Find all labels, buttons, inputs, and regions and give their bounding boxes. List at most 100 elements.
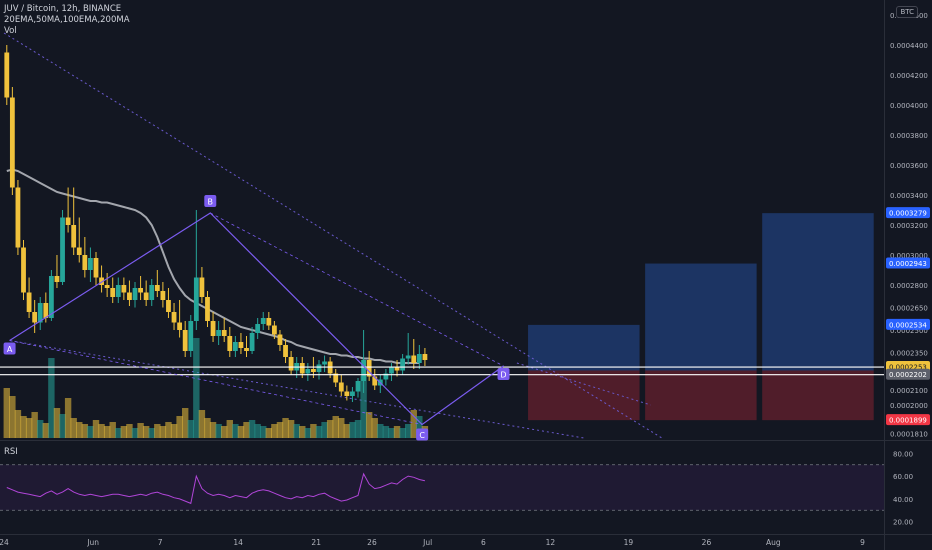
candle[interactable]: [288, 357, 294, 371]
candle[interactable]: [76, 247, 82, 256]
candle[interactable]: [338, 382, 344, 392]
candle[interactable]: [127, 292, 132, 301]
pattern-point-b[interactable]: [204, 195, 217, 207]
candle[interactable]: [154, 285, 160, 291]
candle[interactable]: [232, 342, 238, 351]
currency-badge[interactable]: BTC: [896, 6, 918, 18]
candle[interactable]: [104, 285, 110, 288]
candle[interactable]: [355, 381, 361, 392]
candle[interactable]: [182, 330, 188, 351]
candle[interactable]: [372, 376, 378, 386]
abcd-pattern-line[interactable]: [9, 212, 504, 426]
candle[interactable]: [416, 354, 422, 363]
candle[interactable]: [4, 52, 10, 98]
candle[interactable]: [88, 258, 93, 270]
candle[interactable]: [65, 217, 71, 226]
candle[interactable]: [333, 373, 339, 383]
target-box[interactable]: [528, 324, 640, 371]
candle[interactable]: [121, 285, 127, 293]
candle[interactable]: [132, 288, 138, 300]
candle[interactable]: [110, 288, 116, 297]
candle[interactable]: [389, 367, 394, 374]
candle[interactable]: [350, 391, 355, 397]
candle[interactable]: [400, 358, 406, 371]
pattern-point-d[interactable]: [497, 368, 510, 380]
candle[interactable]: [366, 360, 372, 377]
candle[interactable]: [48, 276, 54, 318]
candle[interactable]: [160, 291, 166, 300]
candle[interactable]: [138, 288, 143, 293]
price-label-badge[interactable]: [886, 318, 930, 330]
candle[interactable]: [93, 258, 99, 278]
price-label-badge[interactable]: [886, 207, 930, 219]
candle[interactable]: [54, 276, 60, 282]
candle[interactable]: [166, 300, 171, 312]
candle[interactable]: [37, 303, 43, 323]
candle[interactable]: [266, 318, 272, 326]
candle[interactable]: [210, 321, 216, 336]
price-label-badge[interactable]: [886, 414, 930, 426]
candle[interactable]: [15, 187, 21, 248]
candle[interactable]: [249, 333, 255, 351]
rsi-line[interactable]: [6, 472, 426, 505]
candle[interactable]: [277, 334, 283, 346]
candle[interactable]: [149, 285, 155, 300]
candle[interactable]: [422, 354, 428, 360]
candle[interactable]: [32, 312, 38, 323]
candle[interactable]: [115, 285, 121, 297]
projection-line[interactable]: [516, 362, 651, 406]
candle[interactable]: [238, 342, 244, 348]
candle[interactable]: [171, 312, 177, 323]
candle[interactable]: [177, 322, 183, 331]
stop-box[interactable]: [528, 370, 640, 421]
candle[interactable]: [316, 364, 322, 373]
candle[interactable]: [283, 345, 288, 357]
target-box[interactable]: [762, 213, 874, 371]
volume-bar: [304, 428, 312, 438]
candle[interactable]: [227, 336, 233, 351]
candle[interactable]: [82, 255, 88, 270]
candle[interactable]: [260, 318, 266, 324]
rsi-legend[interactable]: RSI: [4, 447, 18, 457]
indicator-legend[interactable]: 20EMA,50MA,100EMA,200MA: [4, 15, 130, 25]
target-box[interactable]: [645, 263, 757, 371]
candle[interactable]: [405, 355, 411, 359]
candle[interactable]: [216, 330, 222, 336]
candle[interactable]: [361, 360, 366, 381]
volume-bar: [53, 408, 61, 438]
pattern-point-a[interactable]: [3, 342, 16, 355]
candle[interactable]: [193, 277, 199, 322]
pattern-point-c[interactable]: [416, 428, 429, 441]
candle[interactable]: [71, 225, 77, 248]
candle[interactable]: [299, 363, 305, 374]
price-label-badge[interactable]: [886, 257, 930, 269]
volume-legend[interactable]: Vol: [4, 26, 17, 36]
candle[interactable]: [143, 292, 149, 301]
stop-box[interactable]: [645, 370, 757, 421]
candle[interactable]: [60, 217, 65, 283]
candle[interactable]: [322, 361, 327, 365]
candle[interactable]: [271, 325, 277, 335]
stop-box[interactable]: [762, 370, 874, 421]
candle[interactable]: [311, 369, 316, 372]
candle[interactable]: [255, 324, 261, 333]
price-label-badge[interactable]: [886, 368, 930, 380]
candle[interactable]: [26, 292, 32, 313]
candle[interactable]: [394, 367, 400, 371]
candle[interactable]: [305, 369, 311, 374]
candle[interactable]: [411, 355, 417, 364]
candle[interactable]: [221, 330, 227, 336]
candle[interactable]: [43, 303, 49, 318]
candle[interactable]: [21, 247, 26, 293]
candle[interactable]: [244, 348, 249, 351]
candle[interactable]: [99, 277, 104, 286]
candle[interactable]: [9, 97, 15, 188]
candle[interactable]: [383, 373, 389, 380]
candle[interactable]: [188, 321, 194, 351]
candle[interactable]: [344, 391, 350, 397]
candle[interactable]: [199, 277, 205, 298]
lower-trendline[interactable]: [9, 340, 584, 439]
upper-trendline[interactable]: [3, 32, 663, 439]
candle[interactable]: [205, 297, 210, 321]
